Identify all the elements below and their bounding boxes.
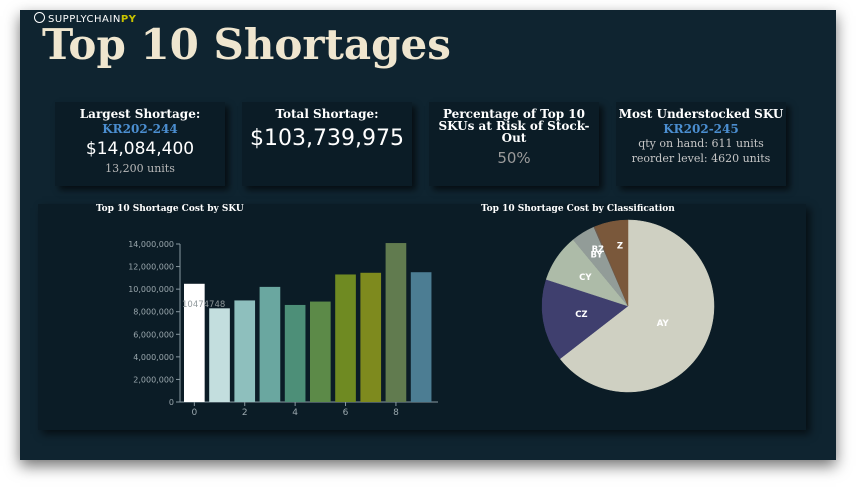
slice-label: CZ [575,310,587,320]
card-value: $14,084,400 [85,139,195,159]
bar [234,300,256,402]
card-heading: Most Understocked SKU [618,107,784,121]
pie-chart-title: Top 10 Shortage Cost by Classification [481,204,675,214]
logo-suffix: PY [120,14,137,25]
y-tick-label: 6,000,000 [133,330,174,339]
card-risk-percentage: Percentage of Top 10 SKUs at Risk of Sto… [429,102,599,186]
x-tick-label: 6 [343,408,349,418]
card-reorder: reorder level: 4620 units [631,152,771,165]
x-tick-label: 8 [393,408,399,418]
bar [335,274,356,402]
bar [310,301,331,402]
bar [360,272,382,402]
card-sku: KR202-245 [663,122,739,136]
logo: SUPPLYCHAINPY [34,12,136,25]
x-tick-label: 2 [242,408,248,418]
y-tick-label: 8,000,000 [133,308,174,317]
y-tick-label: 10,000,000 [128,285,174,294]
bar [209,308,230,402]
logo-icon [34,12,45,23]
slice-label: BY [590,251,603,261]
bar [259,286,281,402]
card-total-shortage: Total Shortage: $103,739,975 [242,102,412,186]
y-tick-label: 12,000,000 [128,263,174,272]
card-value: 50% [497,149,531,167]
card-sku: KR202-244 [102,122,178,136]
bar [385,243,407,402]
y-tick-label: 4,000,000 [133,353,174,362]
logo-text: SUPPLYCHAIN [48,14,121,25]
card-qty: qty on hand: 611 units [638,137,764,150]
card-heading: Total Shortage: [275,107,379,121]
y-tick-label: 14,000,000 [128,240,174,249]
card-heading: Largest Shortage: [79,107,201,121]
x-tick-label: 0 [191,408,197,418]
card-most-understocked: Most Understocked SKU KR202-245 qty on h… [616,102,786,186]
bar [184,283,205,402]
bar [410,272,432,402]
pie-slice [595,219,629,307]
dashboard-frame: SUPPLYCHAINPY Top 10 Shortages Largest S… [20,10,836,460]
card-units: 13,200 units [105,162,175,175]
x-tick-label: 4 [292,408,298,418]
card-largest-shortage: Largest Shortage: KR202-244 $14,084,400 … [55,102,225,186]
y-tick-label: 2,000,000 [133,375,174,384]
pie-slice [559,219,715,393]
bar-chart: 0 2,000,000 4,000,000 6,000,000 8,000,000 10,… [128,240,438,418]
y-tick-label: 0 [169,398,174,407]
bar [284,304,306,402]
page-title: Top 10 Shortages [42,20,451,69]
card-value: $103,739,975 [250,126,404,151]
bar-tooltip: 10474748 [182,300,225,310]
card-heading-line2: SKUs at Risk of Stock-Out [438,119,590,145]
bar-chart-title: Top 10 Shortage Cost by SKU [96,204,244,214]
slice-label: AY [657,319,670,329]
slice-label: CY [579,273,592,283]
slice-label: Z [617,241,623,251]
charts-panel: Top 10 Shortage Cost by SKU Top 10 Short… [38,204,806,430]
slice-label: BZ [592,245,605,255]
card-heading-line1: Percentage of Top 10 [442,107,585,121]
